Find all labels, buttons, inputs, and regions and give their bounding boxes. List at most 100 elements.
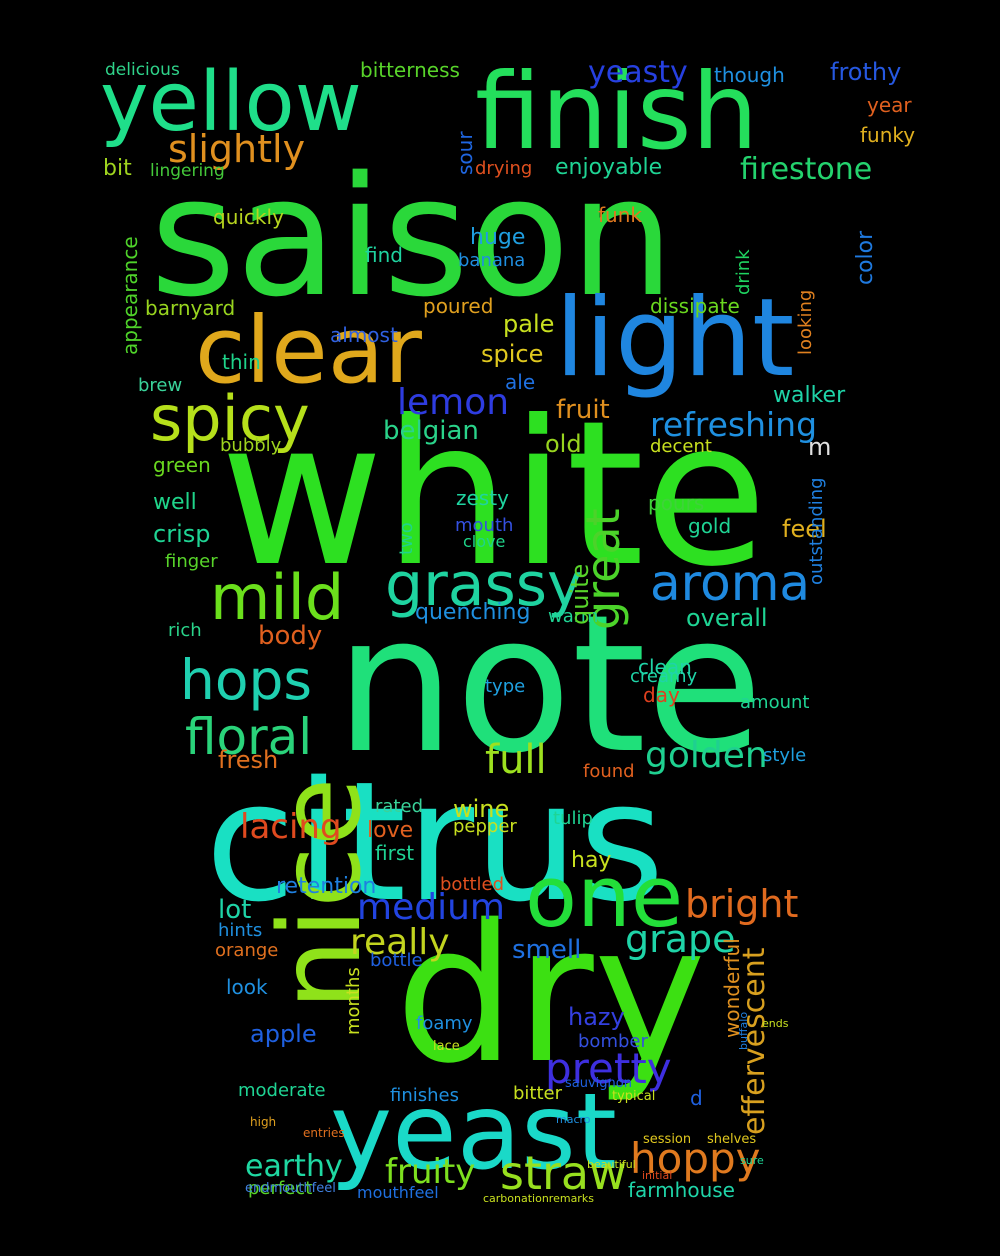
word: ends xyxy=(762,1017,789,1030)
word: huge xyxy=(470,225,526,250)
word: bottle xyxy=(370,950,423,971)
word: gold xyxy=(688,514,732,538)
word: outstanding xyxy=(806,477,827,585)
word: one xyxy=(525,848,684,947)
word: apple xyxy=(250,1020,317,1048)
word: lemon xyxy=(397,382,510,423)
word: belgian xyxy=(383,416,479,446)
word: dissipate xyxy=(650,294,740,318)
word: clove xyxy=(463,532,506,551)
word: finger xyxy=(165,551,218,572)
word: endmouthfeel xyxy=(245,1181,336,1196)
word: first xyxy=(375,841,415,865)
word: find xyxy=(365,243,403,267)
word: firestone xyxy=(740,152,873,187)
word: quite xyxy=(566,563,594,625)
word: earthy xyxy=(245,1149,343,1184)
word: lacing xyxy=(240,807,342,847)
word: spicy xyxy=(150,382,310,455)
word: light xyxy=(555,276,795,401)
word: slightly xyxy=(168,127,306,171)
word: type xyxy=(485,676,526,697)
word: perfect xyxy=(248,1178,313,1199)
word: amount xyxy=(740,692,810,713)
word: carbonationremarks xyxy=(483,1192,594,1205)
word: overall xyxy=(686,604,768,632)
word: straw xyxy=(500,1146,627,1200)
word: quenching xyxy=(415,600,531,625)
word: farmhouse xyxy=(628,1178,735,1202)
word: crisp xyxy=(153,520,211,548)
word: full xyxy=(485,737,547,783)
word: spice xyxy=(481,340,544,368)
word: entries xyxy=(303,1126,345,1140)
word: mild xyxy=(210,561,345,634)
word: almost xyxy=(330,323,398,347)
word: hay xyxy=(571,848,612,873)
word: beautiful xyxy=(587,1158,636,1171)
word: foamy xyxy=(416,1013,473,1034)
word: shelves xyxy=(707,1132,757,1147)
word: dry xyxy=(395,884,707,1105)
word: found xyxy=(583,761,635,782)
word: macro xyxy=(556,1113,591,1126)
word: hops xyxy=(180,648,313,712)
word: year xyxy=(867,93,912,117)
word: hoppy xyxy=(630,1134,761,1183)
word: drying xyxy=(475,158,533,179)
word: funky xyxy=(860,123,916,147)
word: saison xyxy=(150,141,675,333)
word: pours xyxy=(648,491,705,515)
word: walker xyxy=(773,383,846,408)
word: aroma xyxy=(650,554,811,612)
word: smell xyxy=(512,935,582,965)
word: sure xyxy=(740,1154,764,1167)
word: bitterness xyxy=(360,58,460,82)
word: hints xyxy=(218,920,263,941)
word: bitter xyxy=(513,1083,563,1104)
word: initial xyxy=(642,1169,673,1182)
word: clear xyxy=(195,297,422,404)
word: rich xyxy=(168,620,202,641)
word: retention xyxy=(276,874,377,899)
word: drink xyxy=(733,249,754,295)
word: finish xyxy=(475,51,759,173)
word: bottled xyxy=(440,874,505,895)
word: enjoyable xyxy=(555,155,663,180)
word: barnyard xyxy=(145,296,236,320)
word: high xyxy=(250,1115,277,1129)
word: decent xyxy=(650,436,712,457)
word: typical xyxy=(612,1089,656,1104)
word: feel xyxy=(782,515,827,543)
word: love xyxy=(367,818,414,843)
word: really xyxy=(350,922,450,963)
word: look xyxy=(226,975,268,999)
word: fruity xyxy=(385,1152,476,1192)
word: day xyxy=(643,683,680,707)
word: moderate xyxy=(238,1080,326,1101)
word: bright xyxy=(685,882,799,926)
word: sour xyxy=(453,131,477,175)
word: quickly xyxy=(213,205,284,229)
word: golden xyxy=(645,735,768,776)
word: warm xyxy=(548,606,599,627)
word: mouth xyxy=(455,515,514,536)
word: though xyxy=(714,63,785,87)
word: frothy xyxy=(830,58,902,86)
word: floral xyxy=(185,708,313,766)
word: grape xyxy=(625,917,736,961)
word: delicious xyxy=(105,60,180,80)
word: yeasty xyxy=(588,55,688,90)
word: lingering xyxy=(150,161,225,181)
word: two xyxy=(396,522,417,555)
word: bubbly xyxy=(220,435,282,456)
word: rated xyxy=(375,796,423,817)
word: zesty xyxy=(456,486,509,510)
word: medium xyxy=(357,887,505,928)
word: lot xyxy=(218,895,252,925)
word: ale xyxy=(505,370,536,394)
word: looking xyxy=(795,289,816,355)
word: grassy xyxy=(385,550,583,620)
word: fruit xyxy=(556,395,610,425)
